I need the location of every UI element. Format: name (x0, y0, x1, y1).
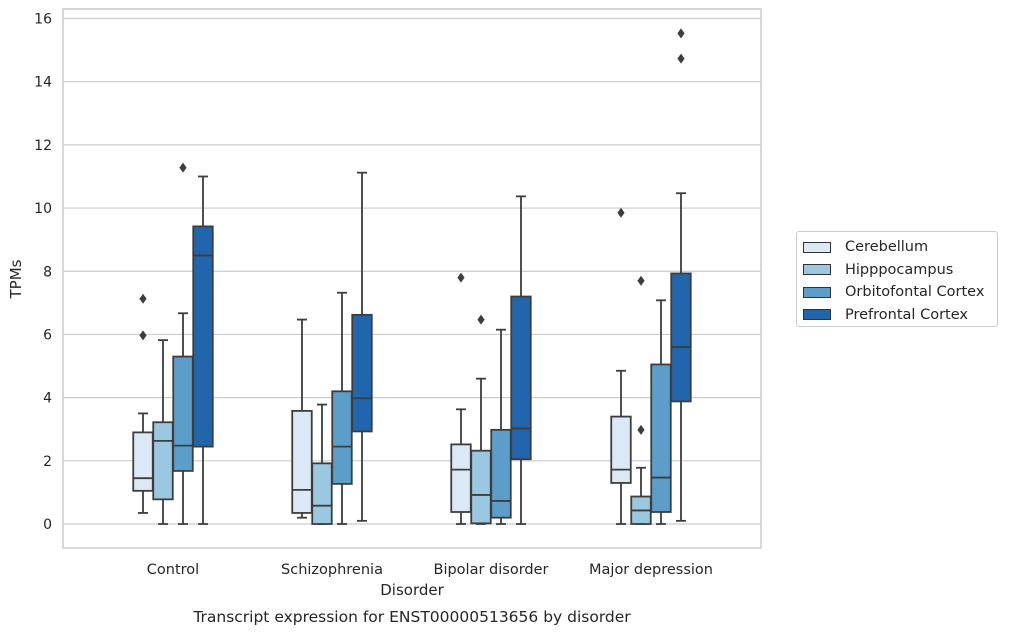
box-prefrontal-cortex (192, 175, 214, 525)
outlier-point (457, 272, 465, 283)
legend-swatch (803, 264, 831, 276)
box-iqr (132, 431, 154, 492)
box-iqr (610, 415, 632, 484)
y-tick-label: 0 (43, 517, 52, 533)
outlier-point (637, 275, 645, 286)
x-axis-label: Disorder (380, 581, 444, 599)
box-prefrontal-cortex (670, 28, 692, 522)
box-cerebellum (450, 272, 472, 525)
outlier-point (139, 293, 147, 304)
box-cerebellum (132, 293, 154, 514)
legend-swatch (803, 286, 831, 298)
box-hipppocampus (470, 314, 492, 525)
box-iqr (152, 421, 174, 501)
y-tick-label: 8 (43, 264, 52, 280)
outlier-point (139, 330, 147, 341)
box-iqr (351, 313, 373, 433)
x-tick-label: Major depression (589, 562, 713, 578)
box-layer (132, 28, 692, 525)
y-tick-label: 12 (34, 138, 52, 154)
legend-swatch (803, 241, 831, 253)
y-tick-label: 4 (43, 391, 52, 407)
legend: Cerebellum Hipppocampus Orbitofontal Corte… (796, 231, 998, 327)
outlier-point (677, 28, 685, 39)
box-iqr (470, 449, 492, 525)
box-orbitofontal-cortex (650, 299, 672, 525)
box-cerebellum (291, 318, 313, 519)
y-tick-label: 14 (34, 75, 52, 91)
box-prefrontal-cortex (351, 171, 373, 522)
y-tick-label: 16 (34, 12, 52, 28)
box-iqr (192, 225, 214, 448)
box-iqr (331, 390, 353, 485)
box-iqr (670, 272, 692, 403)
box-iqr (490, 428, 512, 519)
outlier-point (477, 314, 485, 325)
legend-label: Orbitofontal Cortex (845, 284, 985, 301)
legend-label: Hipppocampus (845, 261, 954, 278)
x-tick-label: Bipolar disorder (434, 562, 549, 578)
box-iqr (450, 443, 472, 513)
box-orbitofontal-cortex (331, 291, 353, 525)
legend-item: Orbitofontal Cortex (803, 281, 997, 304)
outlier-point (179, 162, 187, 173)
box-hipppocampus (630, 275, 652, 525)
legend-swatch (803, 309, 831, 321)
outlier-point (677, 53, 685, 64)
box-hipppocampus (152, 339, 174, 525)
box-prefrontal-cortex (510, 195, 532, 525)
y-tick-label: 6 (43, 327, 52, 343)
box-hipppocampus (311, 403, 333, 525)
y-axis-label: TPMs (7, 259, 25, 299)
legend-label: Cerebellum (845, 239, 929, 256)
outlier-point (637, 424, 645, 435)
legend-label: Prefrontal Cortex (845, 306, 968, 323)
plot-frame (62, 8, 762, 549)
y-tick-label: 10 (34, 201, 52, 217)
box-iqr (311, 462, 333, 525)
chart-title: Transcript expression for ENST0000051365… (192, 608, 631, 626)
x-tick-label: Schizophrenia (281, 562, 383, 578)
axis-layer: 0 2 4 6 8 10 12 14 16 Control Schizophrenia Bipolar… (34, 12, 713, 579)
box-iqr (291, 409, 313, 514)
legend-item: Prefrontal Cortex (803, 304, 997, 327)
outlier-point (617, 207, 625, 218)
legend-item: Cerebellum (803, 236, 997, 259)
box-iqr (510, 295, 532, 461)
box-iqr (650, 363, 672, 513)
legend-item: Hipppocampus (803, 259, 997, 282)
x-tick-label: Control (147, 562, 199, 578)
y-tick-label: 2 (43, 454, 52, 470)
box-iqr (172, 355, 194, 472)
box-orbitofontal-cortex (172, 162, 194, 525)
box-cerebellum (610, 207, 632, 525)
box-orbitofontal-cortex (490, 328, 512, 525)
